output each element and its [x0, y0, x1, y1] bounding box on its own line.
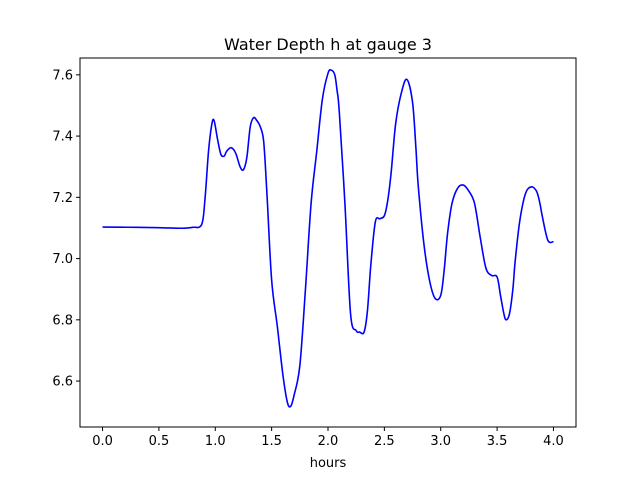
x-tick-label: 2.5 [374, 434, 395, 449]
y-tick-label: 7.0 [52, 252, 73, 267]
x-tick-label: 0.0 [92, 434, 113, 449]
y-tick-label: 7.6 [52, 68, 73, 83]
y-tick-label: 7.4 [52, 130, 73, 145]
series-line [102, 69, 554, 408]
x-tick-label: 4.0 [543, 434, 564, 449]
plot-area [80, 58, 576, 427]
x-tick-label: 1.0 [205, 434, 226, 449]
x-tick-label: 0.5 [149, 434, 170, 449]
y-tick-label: 6.6 [52, 375, 73, 390]
series-layer [102, 69, 554, 408]
plot-frame [79, 57, 577, 428]
y-axis: 6.6 6.8 7.0 7.2 7.4 7.6 [52, 68, 80, 390]
y-tick-label: 7.2 [52, 191, 73, 206]
x-tick-label: 3.5 [487, 434, 508, 449]
y-tick-label: 6.8 [52, 313, 73, 328]
chart-title: Water Depth h at gauge 3 [224, 35, 432, 54]
x-axis: 0.0 0.5 1.0 1.5 2.0 2.5 3.0 3.5 4.0 [92, 427, 564, 449]
x-axis-label: hours [310, 456, 347, 471]
x-tick-label: 1.5 [261, 434, 282, 449]
x-tick-label: 2.0 [318, 434, 339, 449]
x-tick-label: 3.0 [430, 434, 451, 449]
